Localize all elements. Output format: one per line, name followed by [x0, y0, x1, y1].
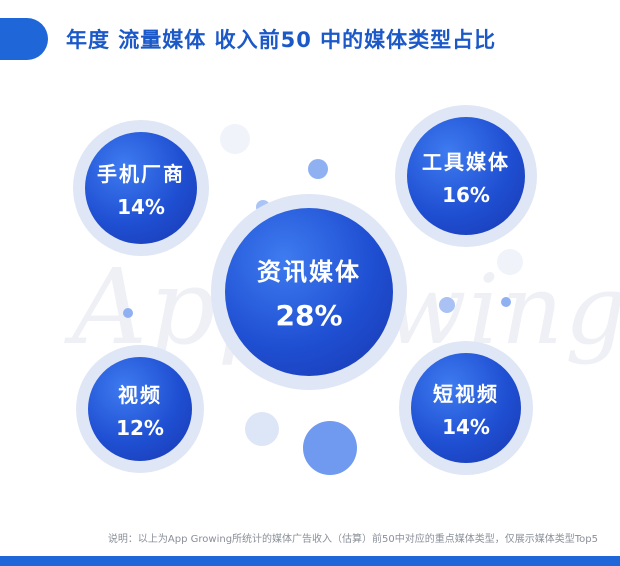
bubble-category-label: 视频: [118, 382, 162, 407]
bubble-category-label: 手机厂商: [97, 161, 185, 186]
bubble-2: 手机厂商 14%: [85, 132, 197, 244]
bubble-value-label: 16%: [442, 182, 490, 207]
bubble-4: 视频 12%: [88, 357, 192, 461]
bubble-3: 工具媒体 16%: [407, 117, 525, 235]
bubble-1: 资讯媒体 28%: [225, 208, 393, 376]
decor-dot: [439, 297, 455, 313]
bubble-category-label: 短视频: [433, 381, 499, 406]
decor-dot: [245, 412, 279, 446]
decor-dot: [303, 421, 357, 475]
decor-dot: [497, 249, 523, 275]
bubble-value-label: 28%: [275, 299, 343, 332]
bubble-value-label: 14%: [117, 194, 165, 219]
bubble-5: 短视频 14%: [411, 353, 521, 463]
bubble-category-label: 资讯媒体: [257, 258, 361, 286]
decor-dot: [220, 124, 250, 154]
bubble-value-label: 14%: [442, 414, 490, 439]
title-accent-tab: [0, 18, 48, 60]
bubble-category-label: 工具媒体: [422, 149, 510, 174]
footnote: 说明：以上为App Growing所统计的媒体广告收入（估算）前50中对应的重点…: [107, 534, 598, 545]
decor-dot: [501, 297, 511, 307]
bottom-bar: [0, 556, 620, 566]
decor-dot: [123, 308, 133, 318]
decor-dot: [308, 159, 328, 179]
bubble-value-label: 12%: [116, 415, 164, 440]
page-title: 年度 流量媒体 收入前50 中的媒体类型占比: [66, 28, 497, 52]
